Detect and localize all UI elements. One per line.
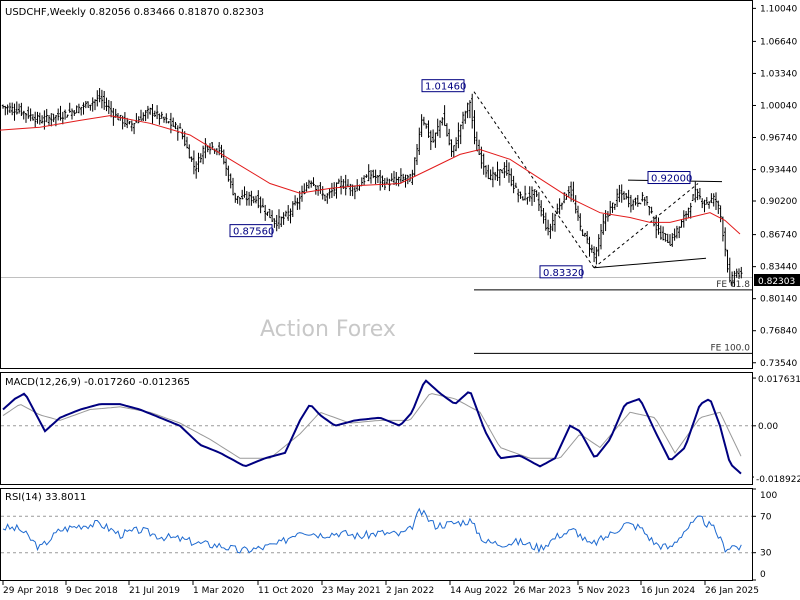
- macd-current-label: -0.018922: [756, 475, 800, 485]
- time-tick-label: 11 Oct 2020: [258, 586, 314, 596]
- time-tick-label: 26 Jan 2025: [705, 586, 759, 596]
- macd-current-tag: [754, 473, 800, 485]
- annotation-box: [421, 79, 465, 93]
- price-tick-label: 1.10040: [760, 4, 797, 14]
- rsi-tick-label: 0: [760, 570, 766, 580]
- fe-level-label: FE 100.0: [711, 343, 751, 353]
- rsi-line: [2, 507, 742, 554]
- annotation-box: [647, 171, 691, 185]
- time-tick-label: 21 Jul 2019: [129, 586, 180, 596]
- annotation-box: [229, 224, 273, 238]
- fibonacci-levels: FE 61.8 FE 100.0: [1, 277, 752, 354]
- macd-header: MACD(12,26,9) -0.017260 -0.012365: [5, 377, 190, 388]
- channel-lower-line: [593, 257, 707, 269]
- price-tick-label: 1.06640: [760, 37, 797, 47]
- price-annotations: 1.01460 0.87560 0.92000 0.83320: [229, 79, 692, 279]
- price-tick-label: 0.73540: [760, 359, 797, 369]
- time-tick-label: 26 Mar 2023: [514, 586, 571, 596]
- annotation-label: 0.92000: [651, 174, 692, 185]
- macd-line: [2, 379, 742, 475]
- price-tick-label: 0.80140: [760, 295, 797, 305]
- time-tick-label: 16 Jun 2024: [641, 586, 695, 596]
- time-tick-label: 9 Dec 2018: [66, 586, 118, 596]
- rsi-tick-label: 100: [760, 491, 777, 501]
- watermark: Action Forex: [260, 317, 396, 342]
- price-tick-label: 1.00040: [760, 101, 797, 111]
- projection-line: [593, 183, 699, 269]
- annotation-box: [539, 265, 583, 279]
- price-tick-label: 0.93440: [760, 166, 797, 176]
- fe-level-label: FE 61.8: [716, 280, 750, 290]
- price-tick-label: 1.03340: [760, 69, 797, 79]
- rsi-axis: 100 70 30 0: [1, 488, 777, 581]
- time-axis: 29 Apr 2018 9 Dec 2018 21 Jul 2019 1 Mar 20…: [2, 581, 759, 596]
- macd-panel-frame: [0, 372, 753, 485]
- rsi-tick-label: 30: [760, 549, 772, 559]
- time-tick-label: 23 May 2021: [322, 586, 381, 596]
- time-tick-label: 14 Aug 2022: [450, 586, 508, 596]
- time-tick-label: 2 Jan 2022: [386, 586, 434, 596]
- time-tick-label: 5 Nov 2023: [578, 586, 630, 596]
- price-header: USDCHF,Weekly 0.82056 0.83466 0.81870 0.…: [5, 7, 264, 18]
- macd-signal-line: [2, 393, 742, 459]
- rsi-header: RSI(14) 33.8011: [5, 492, 86, 503]
- annotation-label: 0.83320: [543, 268, 584, 279]
- price-tick-label: 0.76840: [760, 327, 797, 337]
- price-tick-label: 0.86740: [760, 231, 797, 241]
- time-tick-label: 1 Mar 2020: [193, 586, 245, 596]
- macd-tick-label: 0.00: [758, 422, 778, 432]
- annotation-label: 0.87560: [233, 227, 274, 238]
- price-axis: 1.10040 1.06640 1.03340 1.00040 0.96740 0.934…: [752, 4, 797, 369]
- price-tick-label: 0.90200: [760, 197, 797, 207]
- price-tick-label: 0.83440: [760, 263, 797, 273]
- time-tick-label: 29 Apr 2018: [3, 586, 59, 596]
- last-price-tag: [754, 274, 800, 286]
- moving-average-line: [0, 115, 741, 235]
- rsi-tick-label: 70: [760, 512, 772, 522]
- price-tick-label: 0.96740: [760, 134, 797, 144]
- last-price-label: 0.82303: [758, 277, 795, 287]
- annotation-label: 1.01460: [425, 82, 466, 93]
- macd-tick-label: 0.017631: [758, 375, 800, 385]
